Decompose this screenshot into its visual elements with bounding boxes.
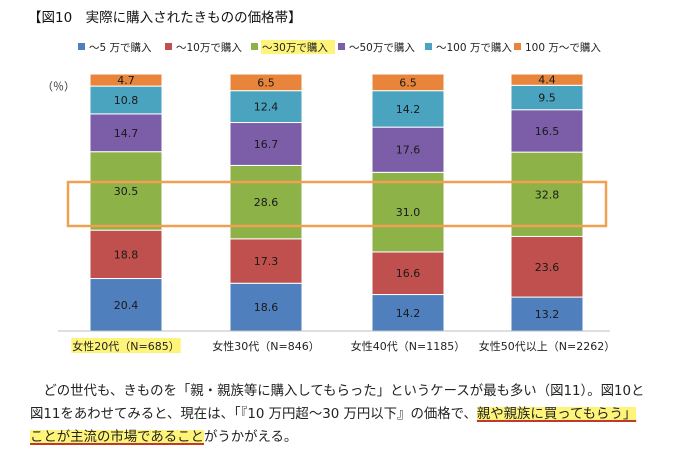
legend-item-1: ～10万で購入 (165, 41, 242, 54)
bar-segment (510, 151, 584, 237)
chart-legend: ～5 万で購入 ～10万で購入 ～30万で購入 ～50万で購入 ～100 万で購入 100… (78, 40, 601, 54)
data-label: 16.5 (535, 125, 560, 138)
bar-segment (510, 109, 584, 153)
legend-highlight (261, 40, 335, 54)
data-label: 28.6 (254, 196, 279, 209)
data-label: 4.7 (117, 74, 135, 87)
data-label: 30.5 (114, 185, 139, 198)
x-label-highlight (71, 338, 181, 353)
data-label: 18.8 (114, 248, 139, 261)
data-label: 20.4 (114, 299, 139, 312)
paragraph-line-3: ことが主流の市場であることがうかがえる。 (30, 426, 670, 449)
bar-segment (510, 84, 584, 111)
stacked-bar-chart: ～5 万で購入 ～10万で購入 ～30万で購入 ～50万で購入 ～100 万で購入 100… (42, 40, 615, 353)
x-tick-label: 女性30代（N=846） (212, 339, 319, 353)
bar-segment (371, 251, 445, 296)
data-label: 9.5 (538, 92, 556, 105)
legend-item-4: ～100 万で購入 (425, 41, 512, 54)
legend-swatch (514, 43, 521, 50)
legend-swatch (165, 43, 172, 50)
legend-item-0: ～5 万で購入 (78, 41, 152, 54)
bar-segment (89, 229, 163, 280)
bar-segment (371, 90, 445, 128)
bar-segment (89, 151, 163, 231)
legend-label: 100 万～で購入 (525, 41, 601, 54)
data-label: 10.8 (114, 94, 139, 107)
data-label: 4.4 (538, 74, 556, 87)
legend-label: ～5 万で購入 (89, 41, 152, 54)
legend-swatch (251, 43, 258, 50)
data-label: 6.5 (257, 76, 275, 89)
bar-segment (371, 171, 445, 253)
paragraph-line-2-b: 親や親族に買ってもらう」 (476, 407, 637, 422)
bars-group: 20.4 18.8 30.5 14.7 10.8 4.7 18.6 17.3 28.6 16.7 1… (89, 73, 584, 332)
x-tick-labels: 女性20代（N=685） 女性30代（N=846） 女性40代（N=1185） 女性5… (71, 338, 615, 353)
data-label: 17.3 (254, 255, 279, 268)
paragraph-line-3-b: がうかがえる。 (203, 430, 298, 445)
legend-item-3: ～50万で購入 (338, 41, 415, 54)
legend-item-2: ～30万で購入 (251, 40, 335, 54)
legend-label: ～50万で購入 (349, 41, 415, 54)
data-label: 14.2 (396, 307, 421, 320)
paragraph-line-1: どの世代も、きものを「親・親族等に購入してもらった」というケースが最も多い（図1… (30, 384, 645, 399)
body-paragraph: どの世代も、きものを「親・親族等に購入してもらった」というケースが最も多い（図1… (30, 380, 670, 449)
bar-segment (371, 126, 445, 173)
x-tick-label: 女性20代（N=685） (72, 339, 179, 353)
bar-segment (371, 294, 445, 332)
bar-segment (510, 73, 584, 86)
data-label: 14.7 (114, 127, 139, 140)
legend-label: ～30万で購入 (262, 41, 328, 54)
paragraph-line-2: 図11をあわせてみると、現在は、「『10 万円超～30 万円以下』の価格で、親や… (30, 403, 670, 426)
legend-swatch (78, 43, 85, 50)
paragraph-line-3-a: ことが主流の市場であること (30, 430, 204, 445)
legend-label: ～100 万で購入 (436, 41, 512, 54)
data-label: 23.6 (535, 261, 560, 274)
x-tick-label: 女性40代（N=1185） (351, 339, 465, 353)
data-label: 12.4 (254, 101, 279, 114)
data-label: 6.5 (399, 76, 417, 89)
data-label: 13.2 (535, 308, 560, 321)
data-label: 32.8 (535, 188, 560, 201)
bar-segment (89, 73, 163, 87)
bar-segment (229, 238, 303, 284)
bar-segment (510, 235, 584, 298)
data-label: 18.6 (254, 301, 279, 314)
highlight-box (66, 180, 608, 228)
bar-segment (229, 73, 303, 92)
bar-segment (229, 90, 303, 124)
paragraph-line-2-a: 図11をあわせてみると、現在は、「『10 万円超～30 万円以下』の価格で、 (30, 407, 477, 422)
legend-swatch (338, 43, 345, 50)
x-tick-label: 女性50代以上（N=2262） (479, 339, 615, 353)
data-label: 16.6 (396, 267, 421, 280)
bar-segment (371, 73, 445, 92)
legend-item-5: 100 万～で購入 (514, 41, 601, 54)
data-label: 14.2 (396, 103, 421, 116)
data-label: 16.7 (254, 138, 279, 151)
legend-label: ～10万で購入 (176, 41, 242, 54)
data-label: 31.0 (396, 206, 421, 219)
bar-segment (229, 282, 303, 332)
bar-segment (510, 296, 584, 332)
legend-swatch (425, 43, 432, 50)
unit-label: （％） (42, 80, 75, 93)
figure-title: 【図10 実際に購入されたきものの価格帯】 (28, 10, 302, 26)
bar-segment (89, 278, 163, 332)
data-label: 17.6 (396, 144, 421, 157)
